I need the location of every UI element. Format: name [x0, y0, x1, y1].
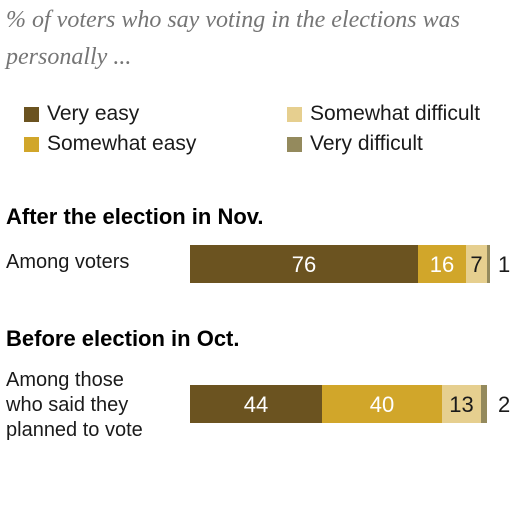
legend-label-somewhat-easy: Somewhat easy	[47, 132, 197, 155]
group-title-after-election: After the election in Nov.	[6, 204, 264, 229]
chart-subtitle: % of voters who say voting in the electi…	[6, 7, 460, 70]
bar-segment-very-difficult-0	[487, 245, 490, 283]
bar-segment-somewhat-difficult-1	[442, 385, 481, 423]
legend-swatch-very-difficult	[287, 136, 302, 152]
data-label-somewhat-easy-0: 16	[430, 252, 454, 277]
bar-segment-somewhat-difficult-0	[466, 245, 487, 283]
bar-segment-very-easy-1	[190, 385, 322, 423]
legend-item-somewhat-easy: Somewhat easy	[24, 129, 196, 159]
legend-label-very-difficult: Very difficult	[310, 132, 423, 155]
row-label-among-voters: Among voters	[6, 251, 130, 273]
legend-swatch-somewhat-easy	[24, 136, 39, 152]
data-label-very-difficult-1: 2	[498, 392, 510, 417]
bar-segment-very-easy-0	[190, 245, 418, 283]
data-label-somewhat-easy-1: 40	[370, 392, 394, 417]
legend-label-very-easy: Very easy	[47, 102, 140, 125]
data-label-very-easy-0: 76	[292, 252, 316, 277]
row-label-planned-to-vote: Among those who said they planned to vot…	[6, 369, 143, 441]
legend-swatch-somewhat-difficult	[287, 106, 302, 122]
bar-segment-somewhat-easy-1	[322, 385, 442, 423]
legend-item-somewhat-difficult: Somewhat difficult	[287, 99, 480, 129]
data-label-very-easy-1: 44	[244, 392, 268, 417]
bar-segment-very-difficult-1	[481, 385, 487, 423]
legend-swatch-very-easy	[24, 106, 39, 122]
data-label-very-difficult-0: 1	[498, 252, 510, 277]
legend-label-somewhat-difficult: Somewhat difficult	[310, 102, 481, 125]
group-title-before-election: Before election in Oct.	[6, 326, 240, 351]
data-label-somewhat-difficult-1: 13	[449, 392, 473, 417]
legend-item-very-difficult: Very difficult	[287, 129, 423, 159]
data-label-somewhat-difficult-0: 7	[470, 252, 482, 277]
legend-item-very-easy: Very easy	[24, 99, 139, 129]
bar-segment-somewhat-easy-0	[418, 245, 466, 283]
